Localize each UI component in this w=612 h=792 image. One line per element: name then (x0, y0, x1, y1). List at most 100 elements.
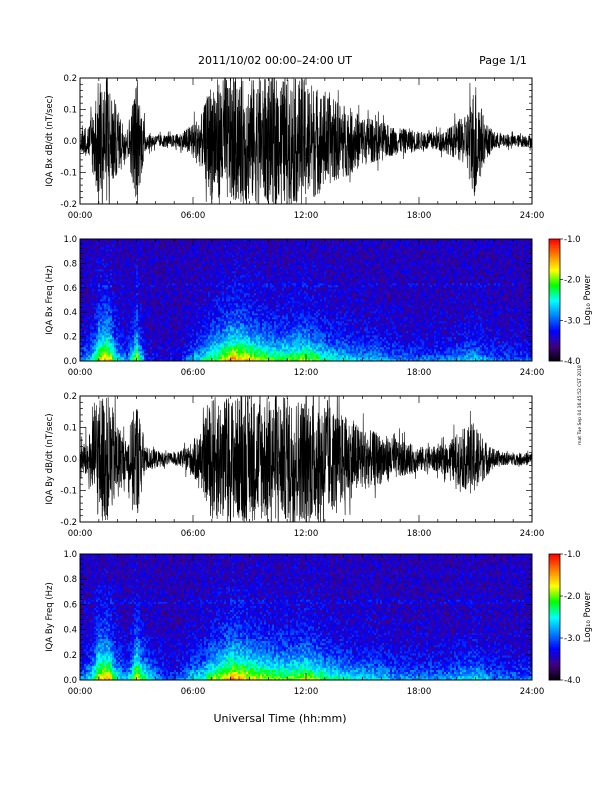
colorbar-swatch (549, 321, 560, 324)
y-tick-label: 0.2 (63, 333, 77, 343)
y-tick-label: 0.6 (63, 284, 77, 294)
colorbar-swatch (549, 280, 560, 282)
colorbar-swatch (549, 290, 560, 293)
colorbar-swatch (549, 316, 560, 319)
colorbar-swatch (549, 289, 560, 292)
colorbar-swatch (549, 590, 560, 593)
colorbar-swatch (549, 594, 560, 597)
colorbar-swatch (549, 568, 560, 571)
colorbar-tick-label: -3.0 (564, 316, 581, 326)
colorbar-swatch (549, 281, 560, 284)
y-tick-label: 0.0 (63, 676, 77, 686)
colorbar-swatch (549, 242, 560, 244)
colorbar-swatch (549, 328, 560, 331)
colorbar-swatch (549, 257, 560, 260)
colorbar-swatch (549, 300, 560, 302)
y-tick-label: 0.4 (63, 626, 77, 636)
x-tick-label: 12:00 (294, 529, 319, 539)
colorbar-swatch (549, 651, 560, 654)
colorbar-swatch (549, 631, 560, 634)
colorbar-swatch (549, 304, 560, 307)
colorbar-swatch (549, 648, 560, 651)
y-tick-label: 0.2 (63, 74, 77, 84)
colorbar-swatch (549, 653, 560, 656)
x-tick-label: 06:00 (181, 368, 206, 378)
colorbar-swatch (549, 642, 560, 645)
y-tick-label: -0.2 (60, 518, 77, 528)
x-tick-label: 18:00 (407, 368, 432, 378)
bx-spectrogram-panel: 1.0 0.8 0.6 0.4 0.2 0.000:00 06:00 12:00 18:00 24… (45, 235, 544, 378)
colorbar-swatch (549, 261, 560, 264)
colorbar-swatch (549, 336, 560, 339)
spectrogram-image (80, 239, 533, 362)
colorbar-swatch (549, 263, 560, 266)
colorbar-frame (548, 238, 561, 362)
colorbar-swatch (549, 555, 560, 558)
colorbar-swatch (549, 605, 560, 608)
colorbar-swatch (549, 643, 560, 646)
colorbar-swatch (549, 670, 560, 673)
y-tick-label: 0.1 (63, 106, 77, 116)
colorbar-swatch (549, 313, 560, 316)
colorbar-swatch (549, 640, 560, 643)
colorbar-swatch (549, 593, 560, 596)
colorbar-swatch (549, 309, 560, 311)
plot-frame (79, 77, 533, 205)
x-tick-label: 12:00 (294, 368, 319, 378)
side-stamp: mat Tue Sep 04 16:45:52 CST 2018 (577, 365, 583, 445)
colorbar-swatch (549, 654, 560, 657)
colorbar-swatch (549, 587, 560, 589)
colorbar-swatch (549, 566, 560, 569)
y-tick-label: 0.2 (63, 651, 77, 661)
y-tick-label: 0.6 (63, 600, 77, 610)
y-tick-label: 1.0 (63, 235, 77, 245)
colorbar-swatch (549, 672, 560, 675)
colorbar-swatch (549, 284, 560, 287)
colorbar-swatch (549, 347, 560, 350)
y-axis-label: IQA By dB/dt (nT/sec) (45, 413, 55, 504)
colorbar-swatch (549, 258, 560, 261)
colorbar-swatch (549, 621, 560, 624)
colorbar-swatch (549, 561, 560, 564)
colorbar-swatch (549, 275, 560, 278)
colorbar-swatch (549, 324, 560, 327)
colorbar-swatch (549, 579, 560, 582)
y-tick-label: 0.2 (63, 392, 77, 402)
colorbar-swatch (549, 664, 560, 667)
colorbar-swatch (549, 271, 560, 273)
bx-waveform-panel: 0.2 0.1 0.0 -0.1 -0.200:00 06:00 12:00 18:00 24:… (45, 74, 544, 221)
colorbar-swatch (549, 249, 560, 252)
colorbar-swatch (549, 327, 560, 330)
x-tick-label: 18:00 (407, 529, 432, 539)
colorbar-swatch (549, 675, 560, 678)
colorbar-swatch (549, 269, 560, 272)
colorbar-swatch (549, 574, 560, 577)
colorbar-label: Log₁₀ Power (583, 591, 593, 642)
y-tick-label: 0.0 (63, 357, 77, 367)
colorbar-swatch (549, 620, 560, 623)
x-tick-label: 00:00 (68, 529, 93, 539)
colorbar-swatch (549, 661, 560, 663)
colorbar-swatch (549, 607, 560, 610)
colorbar-label: Log₁₀ Power (583, 274, 593, 325)
colorbar-swatch (549, 626, 560, 629)
colorbar-swatch (549, 277, 560, 279)
spectrogram-image (80, 554, 533, 681)
colorbar-swatch (549, 580, 560, 583)
colorbar-swatch (549, 639, 560, 641)
colorbar-swatch (549, 613, 560, 616)
colorbar-swatch (549, 583, 560, 586)
colorbar-swatch (549, 673, 560, 676)
colorbar-swatch (549, 665, 560, 668)
colorbar-swatch (549, 283, 560, 286)
colorbar-swatch (549, 341, 560, 343)
colorbar-swatch (549, 628, 560, 630)
page-number: Page 1/1 (479, 54, 527, 67)
y-tick-label: 0.0 (63, 137, 77, 147)
colorbar-swatch (549, 318, 560, 321)
colorbar-swatch (549, 295, 560, 298)
colorbar-swatch (549, 634, 560, 637)
colorbar-swatch (549, 558, 560, 561)
page-title: 2011/10/02 00:00–24:00 UT (198, 54, 352, 67)
plot-frame (79, 395, 533, 523)
